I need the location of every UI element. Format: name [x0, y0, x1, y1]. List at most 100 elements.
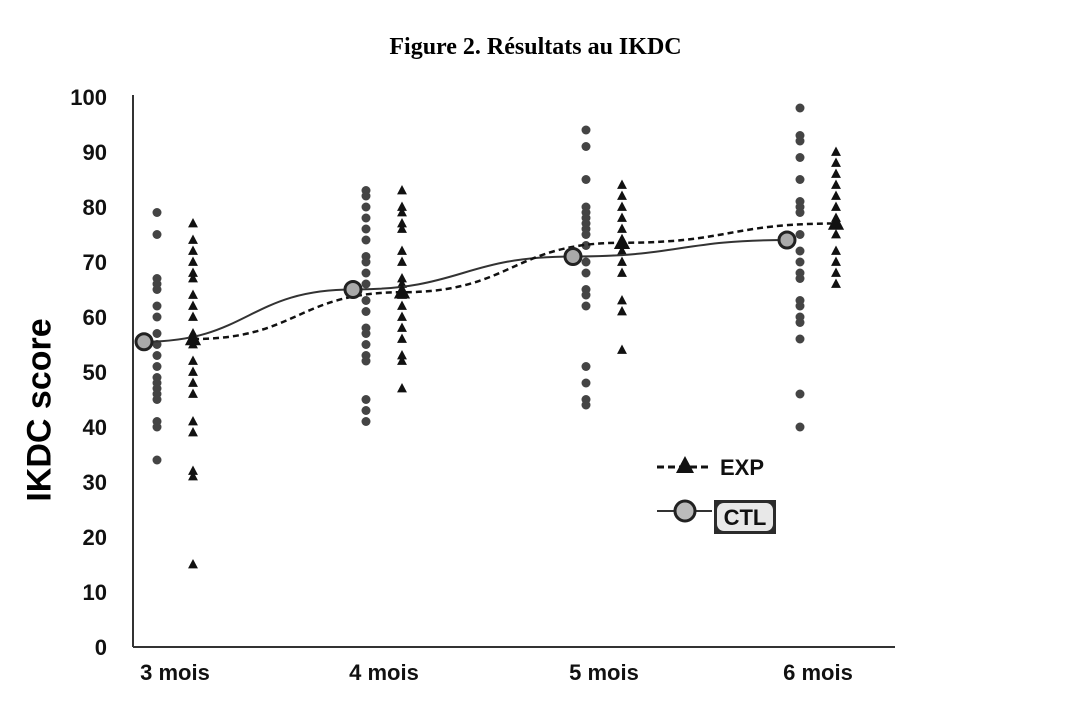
axes: 0 10 20 30 40 50 60 70 80 90 100 3 mois 4 mois 5 mois… [70, 85, 895, 685]
ctl-data-point [152, 208, 162, 217]
ctl-data-point [361, 395, 371, 404]
x-tick-label: 5 mois [569, 660, 639, 685]
ctl-data-point [795, 175, 805, 184]
y-tick-label: 80 [83, 195, 107, 220]
exp-data-point [397, 355, 407, 365]
ctl-data-point [795, 153, 805, 162]
ctl-data-point [152, 301, 162, 311]
exp-data-point [617, 267, 627, 277]
ctl-data-point [795, 136, 805, 146]
exp-data-point [831, 168, 841, 178]
ctl-data-point [581, 301, 591, 311]
scatter-points [152, 103, 841, 569]
ctl-data-point [581, 400, 591, 410]
exp-data-point [397, 223, 407, 233]
ctl-data-point [361, 257, 371, 267]
exp-data-point [617, 212, 627, 222]
x-tick-label: 6 mois [783, 660, 853, 685]
ctl-data-point [361, 279, 371, 289]
ctl-data-point [152, 395, 162, 404]
exp-data-point [617, 190, 627, 200]
ctl-data-point [581, 290, 591, 300]
exp-data-point [188, 427, 198, 437]
exp-data-point [397, 207, 407, 217]
exp-data-point [188, 416, 198, 426]
exp-data-point [188, 289, 198, 299]
ctl-mean-line [143, 239, 788, 343]
exp-data-point [617, 295, 627, 305]
exp-mean-marker [827, 214, 845, 230]
ctl-data-point [581, 142, 591, 151]
ctl-data-point [795, 257, 805, 267]
ctl-data-point [581, 362, 591, 371]
exp-mean-marker [613, 233, 631, 250]
ctl-data-point [361, 191, 371, 201]
exp-data-point [831, 157, 841, 167]
ctl-data-point [361, 307, 371, 316]
y-tick-label: 100 [70, 85, 107, 110]
ctl-data-point [361, 268, 371, 278]
ctl-data-point [795, 334, 805, 344]
ctl-data-point [361, 224, 371, 234]
ctl-data-point [795, 274, 805, 283]
exp-data-point [831, 278, 841, 288]
ctl-data-point [581, 257, 591, 267]
legend-exp-label: EXP [720, 455, 764, 480]
exp-mean-marker [184, 330, 202, 346]
y-tick-label: 0 [95, 635, 107, 660]
ctl-data-point [581, 230, 591, 239]
ctl-data-point [795, 422, 805, 432]
exp-data-point [397, 245, 407, 255]
ctl-data-point [795, 103, 805, 113]
ctl-mean-marker [343, 280, 363, 299]
exp-data-point [397, 383, 407, 393]
ctl-data-point [361, 406, 371, 415]
y-tick-label: 90 [83, 140, 107, 165]
legend-ctl-label: CTL [724, 505, 767, 530]
exp-data-point [188, 234, 198, 244]
chart-title: Figure 2. Résultats au IKDC [389, 34, 682, 60]
exp-data-point [831, 179, 841, 189]
ctl-data-point [581, 175, 591, 184]
ctl-data-point [152, 351, 162, 360]
ctl-mean-marker [777, 230, 797, 250]
legend: EXP CTL [657, 455, 776, 534]
exp-data-point [188, 256, 198, 266]
ctl-data-point [581, 125, 591, 135]
x-tick-label: 4 mois [349, 660, 419, 685]
exp-data-point [831, 229, 841, 239]
legend-exp-triangle-icon [676, 456, 694, 473]
exp-data-point [617, 344, 627, 354]
exp-data-point [617, 256, 627, 266]
ctl-data-point [795, 389, 805, 399]
ctl-data-point [152, 230, 162, 239]
ctl-data-point [361, 417, 371, 426]
exp-data-point [188, 465, 198, 475]
exp-data-point [397, 218, 407, 228]
ctl-data-point [361, 296, 371, 305]
legend-ctl-box-inner [717, 503, 773, 531]
exp-data-point [617, 306, 627, 316]
ctl-data-point [361, 235, 371, 245]
y-tick-label: 60 [83, 305, 107, 330]
ctl-data-point [795, 208, 805, 217]
exp-data-point [617, 223, 627, 233]
y-tick-label: 10 [83, 580, 107, 605]
exp-data-point [188, 377, 198, 387]
ctl-data-point [361, 356, 371, 366]
y-tick-label: 20 [83, 525, 107, 550]
exp-data-point [188, 388, 198, 398]
ctl-data-point [152, 422, 162, 432]
exp-data-point [831, 190, 841, 200]
exp-data-point [397, 256, 407, 266]
ctl-data-point [152, 362, 162, 371]
exp-data-point [617, 179, 627, 189]
y-tick-label: 70 [83, 250, 107, 275]
ctl-data-point [152, 312, 162, 322]
ctl-data-point [795, 318, 805, 327]
exp-data-point [397, 273, 407, 283]
exp-data-point [397, 311, 407, 321]
exp-data-point [831, 256, 841, 266]
y-tick-label: 50 [83, 360, 107, 385]
